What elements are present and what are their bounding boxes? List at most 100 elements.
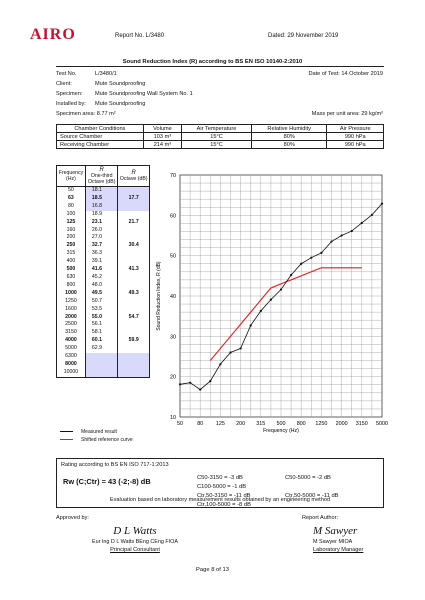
octave-cell: [117, 329, 150, 338]
x-tick-label: 315: [256, 421, 265, 427]
third-octave-cell: 56.1: [84, 321, 119, 330]
client-row: Client: Mute Soundproofing: [56, 81, 145, 88]
spectrum-terms: C50-3150 = -3 dB C50-5000 = -2 dB C100-500…: [197, 474, 383, 510]
freq-cell: 200: [56, 234, 86, 243]
freq-cell: 4000: [56, 337, 86, 346]
author-label: Report Author:: [302, 515, 339, 521]
approved-label: Approved by:: [56, 515, 89, 521]
cond-header: Volume: [142, 124, 183, 133]
airo-logo: AIRO: [30, 26, 76, 43]
octave-cell: 41.3: [117, 266, 150, 274]
measured-point: [330, 240, 333, 243]
freq-cell: 500: [56, 266, 86, 274]
ctr100-5000: Ctr,100-5000 = -8 dB: [197, 502, 251, 508]
octave-cell: 21.7: [117, 218, 150, 227]
measured-point: [239, 347, 242, 350]
legend-measured: Measured result: [60, 429, 117, 435]
third-octave-cell: [84, 368, 119, 378]
y-tick-label: 50: [170, 254, 176, 260]
specimen-area: Specimen area: 8.77 m²: [56, 111, 116, 117]
author-signature: M Sawyer: [313, 525, 358, 537]
freq-cell: 1000: [56, 289, 86, 298]
y-tick-label: 10: [170, 415, 176, 421]
rating-box: Rating according to BS EN ISO 717-1:2013…: [56, 458, 384, 508]
specimen-label: Specimen:: [56, 91, 83, 97]
octave-cell: [117, 360, 150, 369]
third-octave-cell: 58.1: [84, 329, 119, 338]
cond-cell: 80%: [250, 132, 328, 141]
report-date: Dated: 29 November 2019: [268, 33, 339, 39]
table-row: 3150 58.1: [56, 329, 150, 338]
measured-point: [269, 298, 272, 301]
cond-cell: 990 hPa: [326, 132, 384, 141]
table-row: 125 23.1 21.7: [56, 218, 150, 227]
octave-cell: 49.3: [117, 289, 150, 298]
freq-cell: 1600: [56, 305, 86, 314]
third-octave-cell: [84, 353, 119, 361]
third-octave-cell: 53.5: [84, 305, 119, 314]
table-row: 10000: [56, 368, 150, 378]
approved-block: D L Watts Eur Ing D L Watts BEng CEng FI…: [90, 525, 180, 553]
c100-5000: C100-5000 = -1 dB: [197, 484, 247, 490]
legend-measured-label: Measured result: [81, 429, 117, 435]
cond-header: Relative Humidity: [250, 124, 328, 133]
x-tick-label: 200: [236, 421, 245, 427]
measured-point: [380, 202, 384, 205]
test-date: Date of Test: 14 October 2019: [308, 71, 383, 77]
third-octave-cell: 16.8: [84, 202, 119, 211]
author-block: M Sawyer M Sawyer MIOA Laboratory Manage…: [313, 525, 363, 553]
octave-col-header: R Octave (dB): [117, 165, 150, 187]
freq-cell: 125: [56, 218, 86, 227]
measured-point: [350, 229, 353, 233]
table-row: 160 26.0: [56, 226, 150, 235]
octave-cell: [117, 305, 150, 314]
measured-point: [370, 213, 373, 217]
cond-cell: Source Chamber: [56, 132, 144, 141]
octave-cell: 59.9: [117, 337, 150, 346]
freq-cell: 315: [56, 250, 86, 259]
table-row: 6300: [56, 353, 150, 361]
freq-cell: 80: [56, 202, 86, 211]
rating-header: Rating according to BS EN ISO 717-1:2013: [61, 462, 169, 468]
test-no-label: Test No.: [56, 71, 77, 77]
freq-cell: 100: [56, 210, 86, 219]
third-octave-cell: 60.1: [84, 337, 119, 346]
table-row: 1600 53.5: [56, 305, 150, 314]
legend-reference-label: Shifted reference curve: [81, 437, 133, 443]
x-tick-label: 500: [277, 421, 286, 427]
table-row: 400 39.1: [56, 258, 150, 267]
measured-point: [249, 324, 252, 327]
specimen-row: Specimen: Mute Soundproofing Wall System …: [56, 91, 193, 98]
freq-cell: 1250: [56, 297, 86, 306]
cond-header: Air Temperature: [181, 124, 252, 133]
table-row: 630 45.2: [56, 273, 150, 282]
third-octave-cell: 27.0: [84, 234, 119, 243]
measured-point: [290, 273, 293, 277]
third-octave-cell: 18.1: [84, 186, 119, 195]
y-tick-label: 70: [170, 173, 176, 179]
third-octave-cell: 48.0: [84, 281, 119, 290]
table-row: 80 16.8: [56, 202, 150, 211]
y-tick-label: 40: [170, 294, 176, 300]
measured-point: [360, 221, 363, 225]
freq-cell: 6300: [56, 353, 86, 361]
freq-cell: 2000: [56, 313, 86, 322]
third-octave-cell: 45.2: [84, 273, 119, 282]
third-octave-cell: [84, 360, 119, 369]
specimen-value: Mute Soundproofing Wall System No. 1: [95, 91, 193, 97]
third-octave-cell: 23.1: [84, 218, 119, 227]
table-row: 2000 55.0 54.7: [56, 313, 150, 322]
test-no-value: L/3480/1: [95, 71, 117, 77]
approved-title: Principal Consultant: [110, 547, 160, 553]
octave-cell: [117, 345, 150, 354]
octave-cell: [117, 202, 150, 211]
installed-row: Installed by: Mute Soundproofing: [56, 101, 145, 108]
octave-cell: [117, 281, 150, 290]
x-tick-label: 3150: [356, 421, 368, 427]
table-row: 1000 49.5 49.3: [56, 289, 150, 298]
octave-cell: [117, 353, 150, 361]
octave-cell: [117, 250, 150, 259]
measured-point: [300, 262, 303, 265]
cond-cell: 214 m³: [142, 140, 183, 149]
octave-label: Octave (dB): [119, 176, 148, 182]
